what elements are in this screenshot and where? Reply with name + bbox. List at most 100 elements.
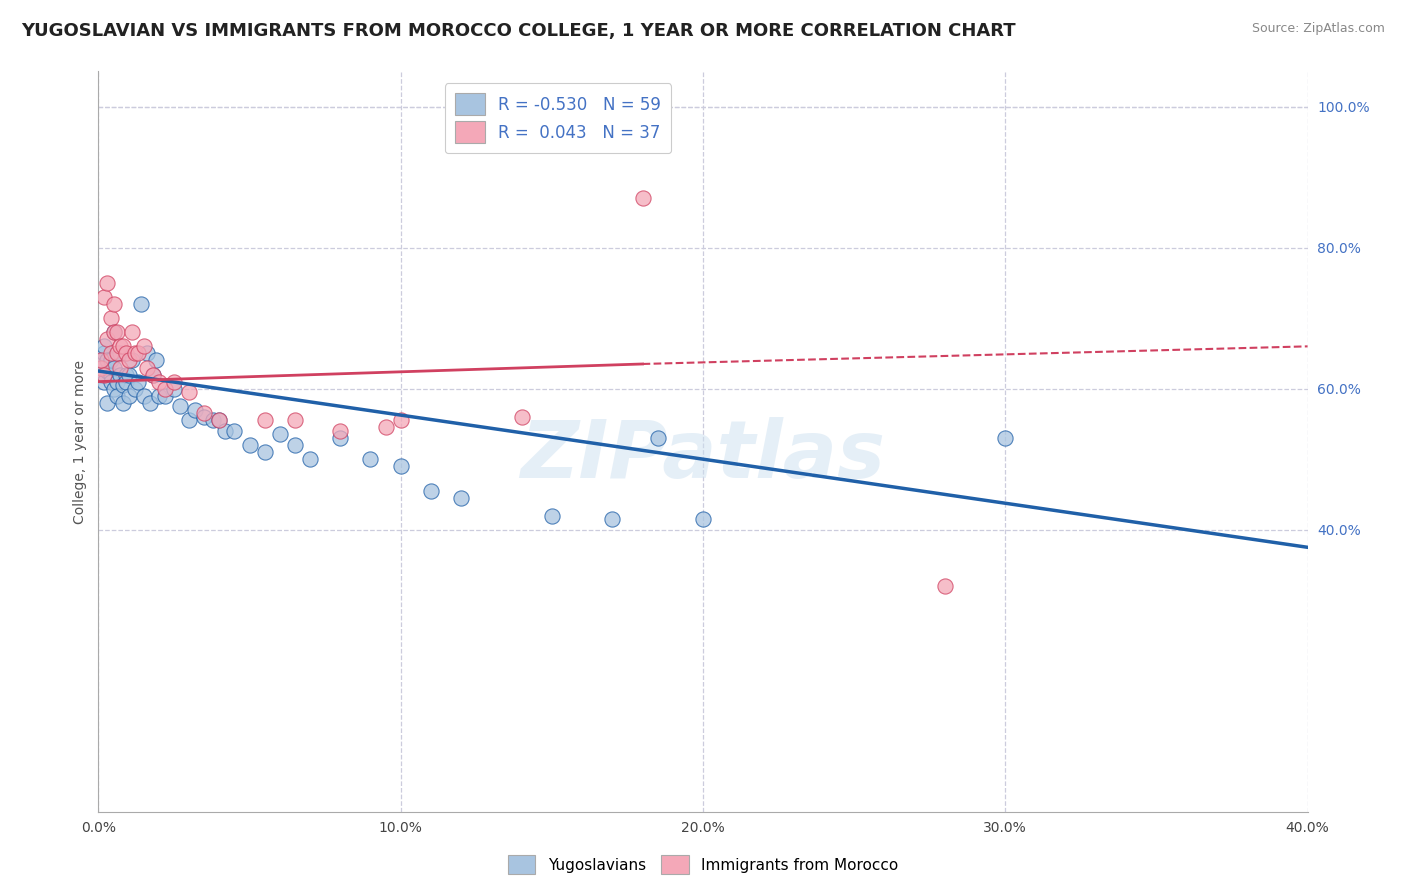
Point — [145, 353, 167, 368]
Point — [103, 325, 125, 339]
Point — [647, 431, 669, 445]
Text: ZIPatlas: ZIPatlas — [520, 417, 886, 495]
Point — [179, 413, 201, 427]
Point — [153, 389, 176, 403]
Point — [118, 353, 141, 368]
Point — [96, 332, 118, 346]
Point — [103, 325, 125, 339]
Point — [142, 368, 165, 382]
Point — [121, 325, 143, 339]
Point — [420, 483, 443, 498]
Y-axis label: College, 1 year or more: College, 1 year or more — [73, 359, 87, 524]
Point — [299, 452, 322, 467]
Point — [148, 389, 170, 403]
Point — [540, 508, 562, 523]
Point — [602, 512, 624, 526]
Legend: Yugoslavians, Immigrants from Morocco: Yugoslavians, Immigrants from Morocco — [502, 849, 904, 880]
Point — [90, 353, 112, 368]
Legend: R = -0.530   N = 59, R =  0.043   N = 37: R = -0.530 N = 59, R = 0.043 N = 37 — [444, 83, 671, 153]
Point — [108, 360, 131, 375]
Point — [103, 360, 125, 375]
Point — [114, 368, 136, 382]
Point — [124, 346, 146, 360]
Point — [105, 375, 128, 389]
Point — [114, 375, 136, 389]
Point — [121, 353, 143, 368]
Point — [374, 420, 396, 434]
Point — [510, 409, 533, 424]
Point — [193, 409, 215, 424]
Point — [96, 353, 118, 368]
Point — [169, 399, 191, 413]
Point — [100, 353, 122, 368]
Point — [108, 339, 131, 353]
Point — [153, 382, 176, 396]
Point — [214, 424, 236, 438]
Point — [103, 382, 125, 396]
Point — [208, 413, 231, 427]
Point — [103, 297, 125, 311]
Point — [105, 325, 128, 339]
Point — [129, 297, 152, 311]
Point — [100, 346, 122, 360]
Point — [127, 375, 149, 389]
Point — [692, 512, 714, 526]
Text: YUGOSLAVIAN VS IMMIGRANTS FROM MOROCCO COLLEGE, 1 YEAR OR MORE CORRELATION CHART: YUGOSLAVIAN VS IMMIGRANTS FROM MOROCCO C… — [21, 22, 1015, 40]
Point — [269, 427, 291, 442]
Point — [93, 290, 115, 304]
Point — [135, 360, 157, 375]
Point — [329, 424, 352, 438]
Point — [111, 396, 134, 410]
Point — [93, 346, 115, 360]
Point — [127, 346, 149, 360]
Point — [163, 375, 186, 389]
Point — [96, 276, 118, 290]
Point — [108, 346, 131, 360]
Point — [90, 353, 112, 368]
Point — [108, 368, 131, 382]
Point — [105, 346, 128, 360]
Point — [96, 396, 118, 410]
Point — [111, 378, 134, 392]
Point — [118, 368, 141, 382]
Point — [450, 491, 472, 505]
Point — [124, 382, 146, 396]
Point — [100, 368, 122, 382]
Point — [96, 364, 118, 378]
Point — [93, 375, 115, 389]
Point — [253, 445, 276, 459]
Point — [184, 402, 207, 417]
Text: Source: ZipAtlas.com: Source: ZipAtlas.com — [1251, 22, 1385, 36]
Point — [284, 413, 307, 427]
Point — [360, 452, 382, 467]
Point — [163, 382, 186, 396]
Point — [100, 311, 122, 326]
Point — [224, 424, 246, 438]
Point — [90, 368, 112, 382]
Point — [142, 368, 165, 382]
Point — [132, 339, 155, 353]
Point — [202, 413, 225, 427]
Point — [111, 339, 134, 353]
Point — [93, 368, 115, 382]
Point — [239, 438, 262, 452]
Point — [631, 191, 654, 205]
Point — [179, 385, 201, 400]
Point — [284, 438, 307, 452]
Point — [90, 360, 112, 375]
Point — [135, 346, 157, 360]
Point — [934, 579, 956, 593]
Point — [105, 389, 128, 403]
Point — [193, 406, 215, 420]
Point — [114, 346, 136, 360]
Point — [93, 339, 115, 353]
Point — [994, 431, 1017, 445]
Point — [253, 413, 276, 427]
Point — [208, 413, 231, 427]
Point — [148, 375, 170, 389]
Point — [139, 396, 162, 410]
Point — [118, 389, 141, 403]
Point — [329, 431, 352, 445]
Point — [389, 459, 412, 474]
Point — [132, 389, 155, 403]
